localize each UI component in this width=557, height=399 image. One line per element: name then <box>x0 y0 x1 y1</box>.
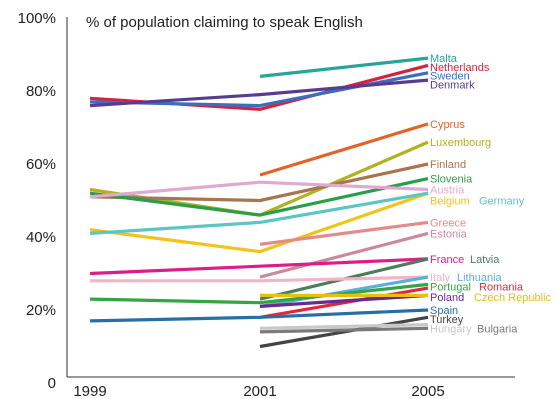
series-lines <box>89 56 429 349</box>
series-line-bulgaria <box>259 326 429 334</box>
series-line-denmark <box>89 78 429 108</box>
y-tick-label: 0 <box>48 375 56 392</box>
series-line-spain <box>89 308 429 323</box>
series-label-austria: Austria <box>430 185 465 197</box>
x-tick-label: 2001 <box>243 383 276 399</box>
series-line-germany <box>89 191 429 235</box>
series-label-sweden: Sweden <box>430 71 470 83</box>
series-label-spain: Spain <box>430 305 458 317</box>
series-label-finland: Finland <box>430 159 466 171</box>
series-label-cyprus: Cyprus <box>430 119 465 131</box>
series-line-turkey <box>259 315 429 349</box>
series-line-greece <box>259 220 429 246</box>
series-line-hungary <box>259 323 429 330</box>
series-label-lithuania: Lithuania <box>457 272 503 284</box>
series-label-bulgaria: Bulgaria <box>477 323 518 335</box>
series-line-luxembourg <box>89 140 429 217</box>
series-label-latvia: Latvia <box>470 254 500 266</box>
y-tick-label: 100% <box>18 10 56 27</box>
y-tick-label: 80% <box>26 83 56 100</box>
series-line-france <box>89 257 429 276</box>
series-label-turkey: Turkey <box>430 314 464 326</box>
series-line-cyprus <box>259 122 429 177</box>
series-label-germany: Germany <box>479 196 525 208</box>
series-label-france: France <box>430 254 464 266</box>
y-tick-label: 40% <box>26 229 56 246</box>
series-label-belgium: Belgium <box>430 196 470 208</box>
series-line-estonia <box>259 231 429 279</box>
series-label-romania: Romania <box>479 281 524 293</box>
series-label-luxembourg: Luxembourg <box>430 137 491 149</box>
series-label-denmark: Denmark <box>430 79 475 91</box>
series-label-hungary: Hungary <box>430 323 472 335</box>
series-label-greece: Greece <box>430 217 466 229</box>
series-label-czech-republic: Czech Republic <box>474 292 552 304</box>
series-line-lithuania <box>259 275 429 308</box>
y-tick-label: 60% <box>26 156 56 173</box>
y-tick-label: 20% <box>26 302 56 319</box>
series-label-malta: Malta <box>430 53 458 65</box>
series-line-belgium <box>89 191 429 254</box>
x-tick-label: 2005 <box>411 383 444 399</box>
series-line-malta <box>259 56 429 78</box>
series-line-portugal <box>89 282 429 305</box>
chart-title: % of population claiming to speak Englis… <box>86 14 363 31</box>
series-line-finland <box>89 162 429 203</box>
series-label-portugal: Portugal <box>430 281 471 293</box>
series-label-italy: Italy <box>430 272 451 284</box>
x-tick-label: 1999 <box>73 383 106 399</box>
series-line-poland <box>259 293 429 308</box>
series-line-slovenia <box>89 177 429 217</box>
series-line-austria <box>89 180 429 199</box>
series-label-slovenia: Slovenia <box>430 174 473 186</box>
series-label-poland: Poland <box>430 292 464 304</box>
series-line-italy <box>90 275 429 283</box>
series-label-netherlands: Netherlands <box>430 62 490 74</box>
series-line-romania <box>259 286 429 319</box>
y-tick-labels: 100% 80% 60% 40% 20% 0 <box>18 10 56 392</box>
series-label-estonia: Estonia <box>430 228 468 240</box>
x-tick-labels: 1999 2001 2005 <box>73 383 444 399</box>
